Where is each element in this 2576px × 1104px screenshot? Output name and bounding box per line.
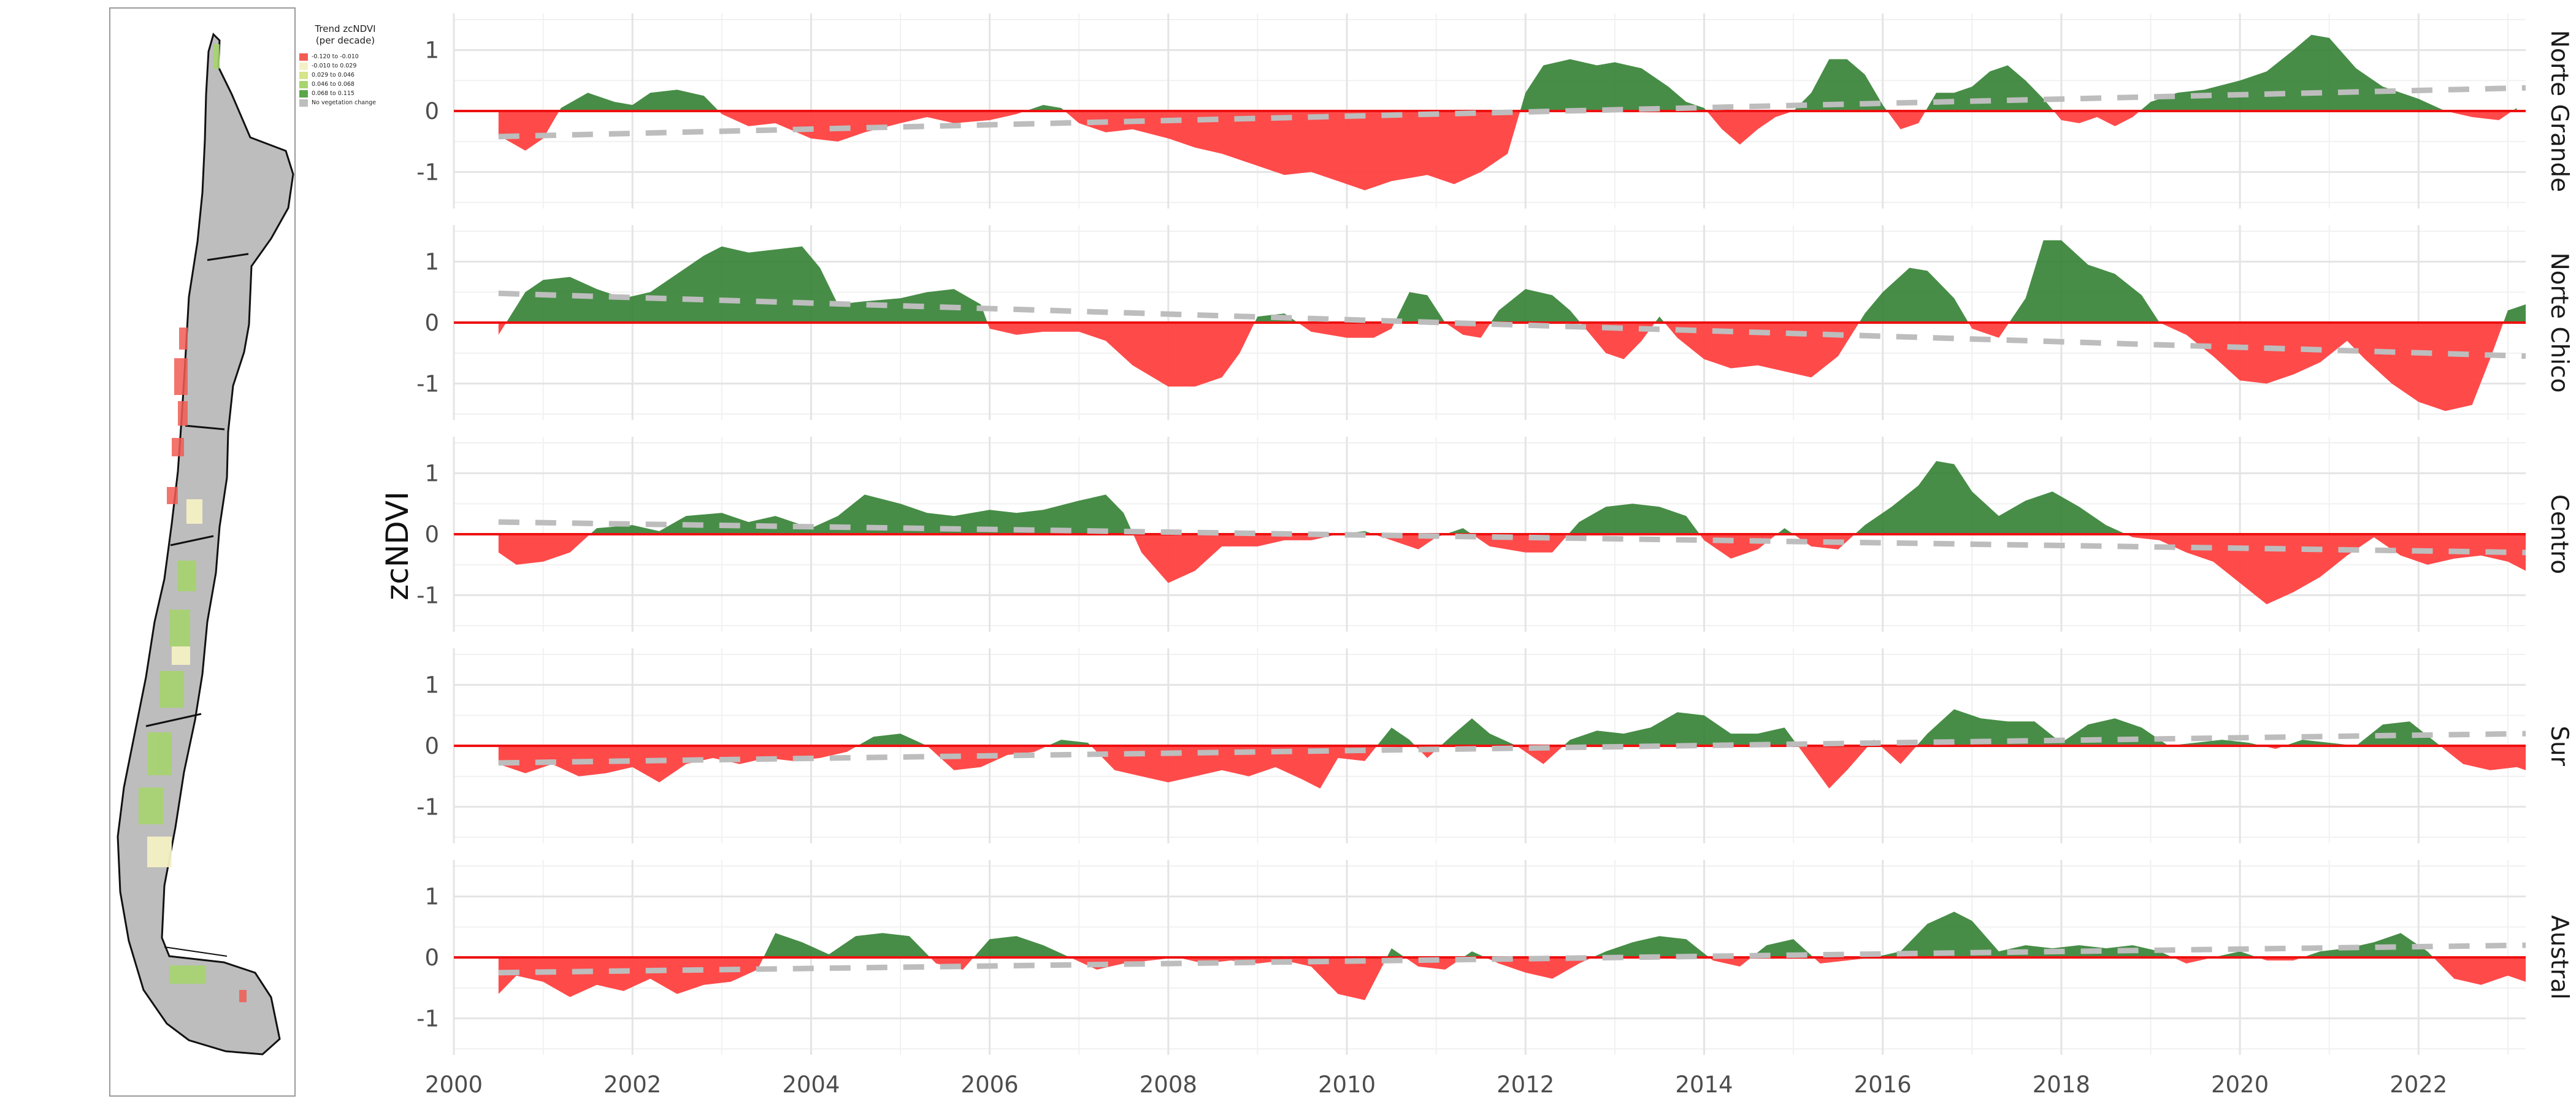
y-tick-label: -1 [416,159,439,185]
legend-label: 0.046 to 0.068 [312,81,355,88]
legend-item: -0.010 to 0.029 [299,62,391,70]
legend-item: 0.029 to 0.046 [299,71,391,79]
legend-label: -0.010 to 0.029 [312,63,357,69]
y-tick-label: -1 [416,582,439,608]
x-tick-label: 2006 [961,1071,1019,1098]
legend-label: -0.120 to -0.010 [312,53,359,60]
region-boundary-sur [145,713,202,727]
x-tick-label: 2004 [782,1071,840,1098]
area-negative [498,746,2526,789]
x-tick-label: 2014 [1675,1071,1733,1098]
trend-line [498,85,2526,140]
map-trend-green-patches [139,44,220,984]
x-tick-label: 2010 [1318,1071,1376,1098]
legend-title: Trend zcNDVI [315,23,376,34]
area-negative [498,111,2517,191]
x-tick-label: 2000 [425,1071,483,1098]
y-tick-label: 0 [424,945,439,971]
chile-map-panel [109,7,296,1097]
x-tick-label: 2020 [2211,1071,2269,1098]
trend-line [498,290,2526,359]
y-tick-label: 0 [424,310,439,336]
panel-strip-label: Norte Grande [2545,30,2573,192]
legend-swatch [299,53,308,61]
legend-subtitle: (per decade) [315,35,375,46]
map-legend: Trend zcNDVI (per decade) -0.120 to -0.0… [299,23,391,107]
y-tick-label: 1 [424,249,439,275]
y-tick-label: 0 [424,521,439,548]
area-positive [498,34,2517,111]
x-tick-label: 2008 [1140,1071,1197,1098]
y-tick-label: 1 [424,461,439,487]
area-negative [498,323,2526,412]
y-tick-label: 1 [424,672,439,699]
panel-strip-label: Sur [2545,726,2573,766]
area-positive [498,240,2526,323]
panel-centro: -1 0 1 Centro [416,437,2573,632]
legend-item: 0.068 to 0.115 [299,90,391,98]
x-tick-label: 2022 [2390,1071,2447,1098]
panel-norte-chico: -1 0 1 Norte Chico [416,225,2573,420]
trend-line [498,730,2526,766]
map-trend-yellow-patches [147,499,202,867]
area-positive [498,911,2526,957]
panel-strip-label: Norte Chico [2545,253,2573,393]
x-tick-label: 2012 [1497,1071,1554,1098]
legend-swatch [299,90,308,98]
x-tick-label: 2018 [2033,1071,2090,1098]
legend-label: No vegetation change [312,99,377,106]
region-boundary-norte-chico [185,424,225,431]
panel-norte-grande: -1 0 1 Norte Grande [416,13,2573,209]
region-boundary-austral [164,946,228,957]
y-tick-label: 1 [424,884,439,910]
trend-line [498,942,2526,976]
x-tick-label: 2002 [604,1071,661,1098]
y-axis-label: zcNDVI [380,491,415,600]
legend-item: 0.046 to 0.068 [299,80,391,88]
y-tick-label: 1 [424,37,439,64]
y-tick-label: 0 [424,733,439,759]
region-boundary-centro [170,535,214,546]
panel-strip-label: Centro [2545,494,2573,574]
panel-sur: -1 0 1 Sur [416,648,2573,843]
legend-item: -0.120 to -0.010 [299,53,391,61]
legend-item: No vegetation change [299,99,391,107]
legend-swatch [299,62,308,70]
area-negative [498,957,2526,1000]
area-negative [498,534,2526,605]
panel-strip-label: Austral [2545,915,2573,1000]
y-tick-label: -1 [416,370,439,397]
area-positive [498,461,2526,534]
y-tick-label: -1 [416,794,439,820]
legend-swatch [299,99,308,107]
chile-map-figure [117,33,294,1056]
y-tick-label: -1 [416,1005,439,1032]
legend-items: -0.120 to -0.010 -0.010 to 0.029 0.029 to … [299,53,391,107]
panel-austral: -1 0 1 Austral [416,860,2573,1055]
legend-label: 0.029 to 0.046 [312,72,355,79]
legend-swatch [299,71,308,79]
map-trend-red-patches [167,328,247,1002]
legend-label: 0.068 to 0.115 [312,90,355,97]
legend-swatch [299,80,308,88]
y-tick-label: 0 [424,98,439,125]
trend-line [498,519,2526,556]
region-boundary-norte-grande [207,253,249,261]
area-positive [498,709,2526,746]
x-tick-label: 2016 [1854,1071,1912,1098]
